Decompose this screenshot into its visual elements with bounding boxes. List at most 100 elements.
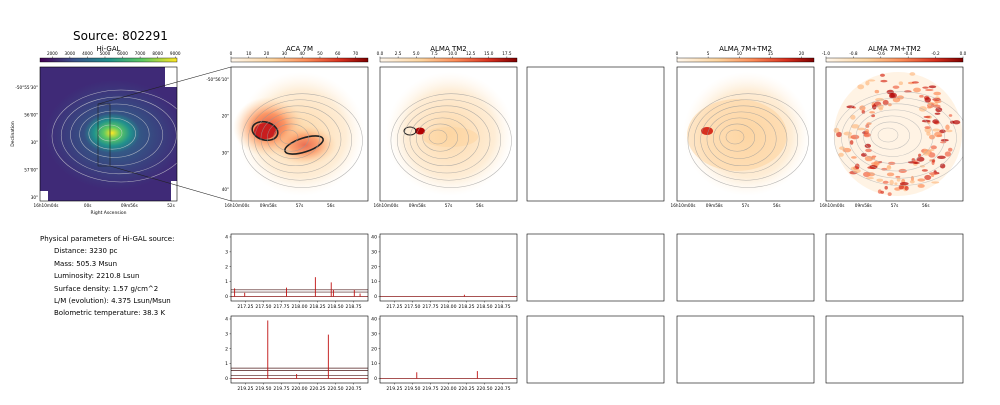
noise-patch bbox=[945, 124, 950, 130]
contour-line bbox=[279, 129, 299, 145]
noise-patch bbox=[879, 73, 885, 77]
map-panel-3 bbox=[526, 66, 665, 202]
map-frame bbox=[230, 66, 369, 202]
noise-patch bbox=[939, 141, 947, 144]
spectrum-xtick-label: 220.50 bbox=[328, 386, 344, 392]
contour-line bbox=[877, 127, 899, 143]
coverage-mask bbox=[40, 191, 48, 201]
noise-patch bbox=[898, 81, 904, 85]
contour-line bbox=[693, 99, 799, 181]
contour-line bbox=[409, 111, 480, 167]
spectrum-panel-9 bbox=[825, 315, 964, 384]
spectrum-frame bbox=[230, 315, 369, 384]
emission-blob bbox=[273, 125, 337, 165]
spectrum-ytick-label: 10 bbox=[371, 361, 377, 367]
spectrum-xtick-label: 219.25 bbox=[386, 386, 402, 392]
noise-patch bbox=[922, 86, 929, 89]
map-frame bbox=[825, 66, 964, 202]
map-title: ALMA 7M+TM2 bbox=[719, 45, 772, 53]
noise-patch bbox=[931, 181, 940, 184]
noise-patch bbox=[867, 166, 876, 170]
noise-patch bbox=[930, 145, 937, 150]
noise-patch bbox=[888, 103, 892, 107]
map-frame bbox=[526, 66, 665, 202]
map-ylabel: Declination bbox=[10, 121, 16, 147]
map-xtick-label: 16h10m00s bbox=[671, 203, 696, 208]
spectrum-frame bbox=[526, 315, 665, 384]
contour-line bbox=[88, 117, 136, 150]
spectrum-frame bbox=[825, 233, 964, 302]
noise-patch bbox=[912, 161, 920, 164]
noise-patch bbox=[931, 159, 936, 163]
spectrum-xtick-label: 218.25 bbox=[309, 304, 325, 310]
noise-patch bbox=[927, 106, 932, 109]
map-xtick-label: 57s bbox=[445, 203, 453, 208]
noise-patch bbox=[866, 172, 876, 177]
colorbar-0: 2000 3000 4000 5000 6000 7000 8000 9000 bbox=[39, 51, 181, 63]
spectrum-ytick-label: 30 bbox=[371, 249, 377, 255]
map-title: ACA 7M bbox=[286, 45, 313, 53]
colorbar-tick-label: 10 bbox=[246, 51, 252, 56]
noise-patch bbox=[863, 132, 871, 138]
spectrum-xtick-label: 220.75 bbox=[495, 386, 511, 392]
noise-patch bbox=[948, 114, 953, 117]
map-xtick-label: 09m56s bbox=[121, 203, 138, 208]
spectrum-frame bbox=[230, 233, 369, 302]
colorbar-tick-label: 15.0 bbox=[484, 51, 494, 56]
spectrum-xtick-label: 217.75 bbox=[273, 304, 289, 310]
colorbar-bar bbox=[825, 57, 964, 63]
spectrum-xtick-label: 217.50 bbox=[404, 304, 420, 310]
spectrum-xtick-label: 218.00 bbox=[291, 304, 307, 310]
noise-patch bbox=[924, 174, 932, 180]
colorbar-bar bbox=[230, 57, 369, 63]
colorbar-5: -1.0 -0.8 -0.6 -0.4 -0.2 0.0 bbox=[822, 51, 967, 63]
noise-patch bbox=[882, 180, 889, 184]
colorbar-tick-label: 70 bbox=[353, 51, 359, 56]
map-xtick-label: 16h10m00s bbox=[820, 203, 845, 208]
noise-patch bbox=[911, 81, 919, 84]
emission-peak bbox=[701, 127, 713, 135]
colorbar-tick-label: 17.5 bbox=[502, 51, 512, 56]
spectrum-xtick-label: 218.75 bbox=[495, 304, 511, 310]
colorbar-tick-label: 0.0 bbox=[377, 51, 384, 56]
noise-patch bbox=[934, 112, 941, 115]
spectrum-frame bbox=[676, 233, 815, 302]
noise-patch bbox=[928, 149, 935, 152]
spectrum-ytick-label: 4 bbox=[225, 235, 228, 241]
noise-patch bbox=[922, 150, 931, 156]
map-ytick-label: 30" bbox=[31, 195, 38, 200]
noise-patch bbox=[896, 177, 901, 182]
spectrum-xtick-label: 217.50 bbox=[255, 304, 271, 310]
param-luminosity: Luminosity: 2210.8 Lsun bbox=[54, 272, 140, 281]
spectrum-xtick-label: 218.50 bbox=[477, 304, 493, 310]
physical-parameters: Physical parameters of Hi-GAL source: Di… bbox=[40, 233, 174, 320]
spectrum-xtick-label: 217.25 bbox=[237, 304, 253, 310]
map-ytick-label: 57'00" bbox=[24, 168, 38, 173]
colorbar-4: 0 5 10 15 20 bbox=[676, 51, 815, 63]
colorbar-tick-label: 8000 bbox=[152, 51, 163, 56]
zoom-line bbox=[109, 165, 232, 202]
noise-patch bbox=[904, 185, 909, 191]
map-xtick-label: 56s bbox=[922, 203, 930, 208]
noise-patch bbox=[892, 85, 900, 89]
map-ytick-label: 30" bbox=[31, 140, 38, 145]
spectrum-frame bbox=[379, 315, 518, 384]
map-xtick-label: 16h10m00s bbox=[225, 203, 250, 208]
map-panel-2: ALMA TM2 16h10m00s 09m58s 57s 56s bbox=[374, 45, 518, 208]
spectrum-ytick-label: 1 bbox=[225, 361, 228, 367]
map-image bbox=[40, 67, 177, 201]
param-lm-evolution: L/M (evolution): 4.375 Lsun/Msun bbox=[54, 297, 171, 306]
spectrum-panel-7 bbox=[526, 315, 665, 384]
noise-patch bbox=[869, 111, 876, 114]
colorbar-tick-label: 20 bbox=[799, 51, 805, 56]
contour-line bbox=[241, 93, 363, 188]
noise-patch bbox=[939, 163, 946, 169]
noise-patch bbox=[884, 185, 888, 190]
noise-patch bbox=[937, 155, 946, 160]
spectrum-ytick-label: 0 bbox=[374, 376, 377, 382]
noise-patch bbox=[894, 182, 898, 186]
map-ytick-label: 30" bbox=[222, 150, 229, 155]
contour-line bbox=[706, 111, 777, 167]
map-panel-5: ALMA 7M+TM2 16h10m00s 09m58s 57s 56s bbox=[820, 45, 964, 208]
